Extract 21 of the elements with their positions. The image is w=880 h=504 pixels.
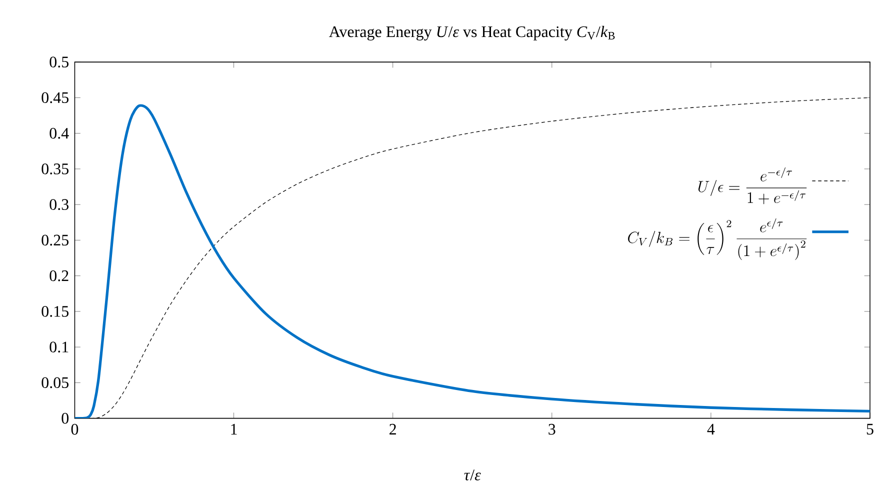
- y-tick-label: 0.3: [50, 198, 68, 210]
- y-tick-label: 0.5: [50, 56, 68, 68]
- x-tick-label: 5: [866, 424, 874, 434]
- y-tick-label: 0.2: [50, 270, 68, 282]
- x-tick-label: 1: [231, 424, 237, 434]
- x-tick-label: 0: [71, 424, 78, 435]
- x-axis-title: τ/ε: [464, 469, 481, 480]
- y-tick-label: 0.4: [50, 128, 69, 139]
- y-tick-label: 0.05: [42, 377, 68, 388]
- x-tick-label: 2: [390, 424, 396, 434]
- y-tick-label: 0.25: [42, 234, 68, 246]
- legend-label: $C_V/k_B = \left(\frac{\epsilon}{\tau}\right)^2 \frac{e^{\epsilon/\tau}}{\left(1+e^{\epsilon/\tau}\right)^2}$: [628, 218, 807, 260]
- x-tick-label: 3: [548, 424, 556, 434]
- x-tick-label: 4: [707, 424, 715, 434]
- y-tick-label: 0.45: [42, 92, 68, 103]
- y-tick-label: 0.15: [42, 306, 68, 317]
- y-tick-label: 0: [62, 412, 69, 424]
- legend-label: $U/\epsilon = \frac{e^{-\epsilon/\tau}}{1+e^{-\epsilon/\tau}}$: [698, 167, 807, 204]
- chart-title: Average Energy U/ε vs Heat Capacity C$_{V}$/k$_{B}$: [328, 26, 615, 40]
- y-tick-label: 0.1: [50, 341, 68, 352]
- y-tick-label: 0.35: [42, 163, 68, 174]
